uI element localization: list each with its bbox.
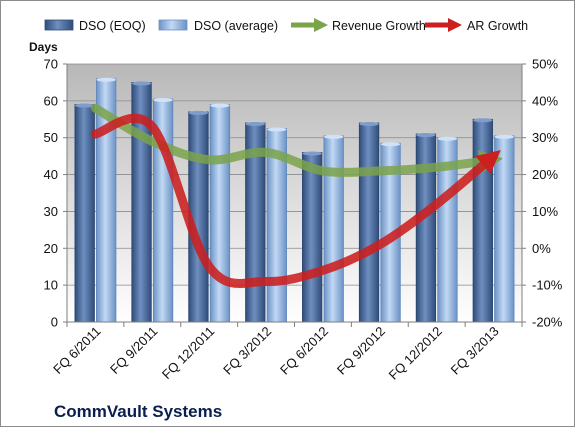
bar-cap-dso-eoq: [359, 121, 379, 126]
legend-arrowhead-revenue-growth: [314, 18, 328, 32]
y-left-tick-label: 20: [44, 241, 58, 256]
bar-cap-dso-average: [153, 98, 173, 103]
bar-cap-dso-eoq: [131, 81, 152, 86]
y-axis-title: Days: [29, 40, 58, 54]
bar-cap-dso-average: [494, 134, 515, 139]
legend-item-ar-growth: AR Growth: [425, 18, 528, 33]
y-right-tick-label: 10%: [532, 204, 558, 219]
bar-cap-dso-average: [267, 127, 287, 132]
x-tick-label: FQ 12/2011: [159, 324, 217, 382]
bar-cap-dso-eoq: [74, 103, 95, 108]
y-right-tick-label: 0%: [532, 241, 551, 256]
x-tick-label: FQ 9/2012: [334, 324, 388, 378]
bar-cap-dso-eoq: [416, 133, 436, 138]
y-right-tick-label: 50%: [532, 57, 558, 72]
y-right-tick-label: 40%: [532, 93, 558, 108]
legend-label-dso-average: DSO (average): [194, 19, 278, 33]
y-left-tick-label: 30: [44, 204, 58, 219]
y-right-tick-label: 20%: [532, 167, 558, 182]
legend-item-revenue-growth: Revenue Growth: [291, 18, 426, 33]
bar-cap-dso-average: [380, 142, 401, 147]
bar-cap-dso-average: [437, 136, 458, 141]
bar-dso-eoq: [415, 133, 437, 323]
series-dso-eoq: [74, 81, 493, 323]
bar-dso-average: [323, 135, 344, 323]
bar-dso-eoq: [358, 122, 380, 323]
y-left-tick-label: 0: [51, 315, 58, 330]
legend-label-ar-growth: AR Growth: [467, 19, 528, 33]
bar-cap-dso-average: [323, 134, 344, 139]
bar-cap-dso-eoq: [245, 121, 266, 126]
legend-label-revenue-growth: Revenue Growth: [332, 19, 426, 33]
legend-swatch-dso-average: [158, 19, 188, 31]
bar-dso-eoq: [302, 152, 323, 323]
bar-cap-dso-eoq: [302, 151, 322, 156]
legend: DSO (EOQ) DSO (average) Revenue Growth A…: [44, 18, 528, 33]
bar-cap-dso-eoq: [473, 118, 493, 123]
x-tick-label: FQ 3/2013: [448, 324, 502, 378]
legend-swatch-dso-eoq: [44, 19, 74, 31]
x-tick-label: FQ 6/2011: [50, 324, 103, 377]
y-right-tick-label: -10%: [532, 278, 563, 293]
y-left-tick-label: 50: [44, 130, 58, 145]
y-right-tick-label: 30%: [532, 130, 558, 145]
y-axis-right-labels: -20% -10% 0% 10% 20% 30% 40% 50%: [532, 57, 563, 330]
bar-dso-average: [209, 104, 231, 323]
legend-label-dso-eoq: DSO (EOQ): [79, 19, 146, 33]
bar-cap-dso-average: [210, 103, 230, 108]
x-tick-label: FQ 9/2011: [107, 324, 160, 377]
y-left-tick-label: 10: [44, 278, 58, 293]
bar-cap-dso-eoq: [188, 110, 209, 115]
chart-title: CommVault Systems: [54, 402, 222, 421]
bar-dso-eoq: [472, 118, 493, 323]
x-tick-label: FQ 12/2012: [386, 324, 445, 383]
series-revenue-growth-line: [90, 103, 503, 177]
y-left-tick-label: 40: [44, 167, 58, 182]
legend-item-dso-average: DSO (average): [158, 19, 278, 33]
tick-marks: [63, 63, 526, 327]
bar-dso-average: [494, 135, 515, 323]
bar-dso-eoq: [74, 104, 95, 323]
y-right-tick-label: -20%: [532, 315, 563, 330]
x-tick-label: FQ 6/2012: [277, 324, 331, 378]
y-left-tick-label: 70: [44, 57, 58, 72]
legend-item-dso-eoq: DSO (EOQ): [44, 19, 146, 33]
bar-cap-dso-average: [96, 77, 116, 82]
y-left-tick-label: 60: [44, 93, 58, 108]
y-axis-left-labels: 0 10 20 30 40 50 60 70: [44, 57, 58, 330]
x-tick-label: FQ 3/2012: [220, 324, 274, 378]
legend-arrowhead-ar-growth: [448, 18, 462, 32]
series-ar-growth-line: [90, 113, 501, 289]
